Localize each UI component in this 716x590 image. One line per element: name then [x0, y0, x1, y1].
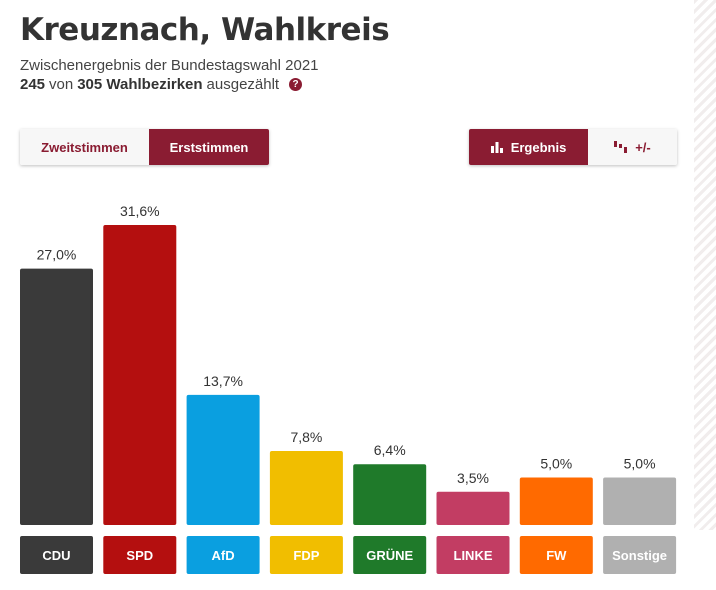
- party-label-afd: AfD: [212, 548, 235, 563]
- bar-linke[interactable]: [436, 491, 510, 525]
- party-label-box-fw: [519, 536, 593, 574]
- diff-label: +/-: [635, 139, 651, 155]
- ergebnis-label: Ergebnis: [510, 139, 567, 155]
- party-label-box-grüne: [353, 536, 427, 574]
- diff-button[interactable]: +/-: [588, 129, 677, 165]
- results-bar-chart: 27,0% CDU 31,6% SPD 13,7% AfD 7,8% FDP 6,4% GRÜNE…: [20, 203, 677, 574]
- value-label-fdp: 7,8%: [290, 429, 322, 445]
- erststimmen-button[interactable]: Erststimmen: [149, 129, 269, 165]
- party-label-sonstige: Sonstige: [612, 548, 667, 563]
- party-label-cdu: CDU: [42, 548, 70, 563]
- total-districts: 305 Wahlbezirken: [77, 76, 203, 93]
- view-toggle: Ergebnis +/-: [469, 129, 677, 165]
- diff-chart-icon: [614, 141, 628, 153]
- bar-fdp[interactable]: [269, 450, 343, 525]
- ergebnis-button[interactable]: Ergebnis: [469, 129, 588, 165]
- party-label-fdp: FDP: [293, 548, 319, 563]
- value-label-linke: 3,5%: [457, 470, 489, 486]
- decorative-stripe: [694, 0, 716, 530]
- von-text: von: [49, 76, 74, 93]
- bar-grüne[interactable]: [353, 464, 427, 525]
- party-label-grüne: GRÜNE: [366, 548, 413, 563]
- value-label-spd: 31,6%: [120, 203, 160, 219]
- value-label-fw: 5,0%: [540, 456, 572, 472]
- bar-chart-icon: [490, 141, 503, 153]
- party-label-fw: FW: [546, 548, 567, 563]
- value-label-afd: 13,7%: [203, 373, 243, 389]
- bar-sonstige[interactable]: [603, 477, 677, 525]
- page-subtitle: Zwischenergebnis der Bundestagswahl 2021: [20, 57, 319, 74]
- bar-cdu[interactable]: [20, 268, 93, 525]
- party-label-box-afd: [186, 536, 260, 574]
- question-circle-icon[interactable]: ?: [289, 78, 303, 91]
- counted-number: 245: [20, 76, 46, 93]
- count-progress: 245 von 305 Wahlbezirken ausgezählt ?: [20, 76, 303, 93]
- party-label-spd: SPD: [126, 548, 153, 563]
- bar-afd[interactable]: [186, 394, 260, 525]
- bar-spd[interactable]: [103, 225, 177, 525]
- party-label-box-sonstige: [603, 536, 677, 574]
- party-label-box-fdp: [269, 536, 343, 574]
- value-label-sonstige: 5,0%: [624, 456, 656, 472]
- zweitstimmen-button[interactable]: Zweitstimmen: [20, 129, 149, 165]
- party-label-linke: LINKE: [454, 548, 493, 563]
- party-label-box-linke: [436, 536, 510, 574]
- value-label-cdu: 27,0%: [37, 247, 77, 263]
- vote-type-toggle: Zweitstimmen Erststimmen: [20, 129, 269, 165]
- bar-fw[interactable]: [519, 477, 593, 525]
- page-title: Kreuznach, Wahlkreis: [20, 12, 390, 48]
- counted-suffix: ausgezählt: [206, 76, 280, 93]
- party-label-box-cdu: [20, 536, 93, 574]
- party-label-box-spd: [103, 536, 177, 574]
- value-label-grüne: 6,4%: [374, 442, 406, 458]
